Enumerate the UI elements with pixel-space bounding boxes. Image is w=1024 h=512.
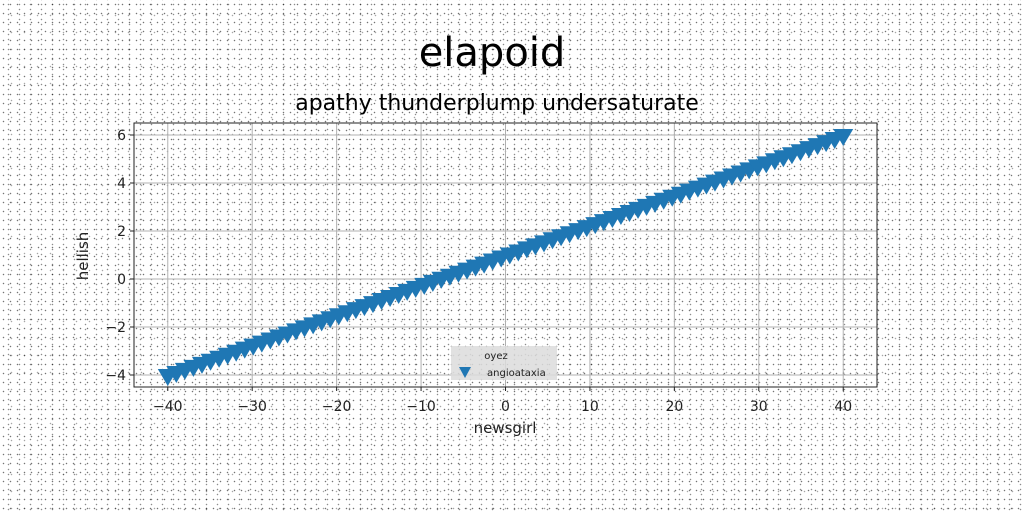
plot-area	[133, 122, 878, 388]
y-tick-label: 0	[117, 272, 126, 288]
scatter-series	[157, 129, 854, 386]
legend-title: oyez	[484, 351, 507, 362]
x-tick-label: −30	[237, 399, 267, 415]
y-tick-label: −4	[105, 368, 126, 384]
y-tick-label: 2	[117, 224, 126, 240]
x-tick-label: 10	[581, 399, 599, 415]
y-axis-label: hellish	[74, 232, 92, 281]
x-axis-label: newsgirl	[474, 419, 537, 437]
grid	[134, 123, 877, 387]
x-axis-ticks: −40 −30 −20 −10 0 10 20 30 40	[153, 387, 852, 415]
x-tick-label: 20	[665, 399, 683, 415]
x-tick-label: −40	[153, 399, 183, 415]
x-tick-label: 40	[834, 399, 852, 415]
y-axis-ticks: −4 −2 0 2 4 6	[105, 128, 134, 384]
chart-subtitle: apathy thunderplump undersaturate	[295, 91, 699, 116]
y-tick-label: −2	[105, 320, 126, 336]
chart-title: elapoid	[419, 30, 566, 76]
x-tick-label: 0	[501, 399, 510, 415]
legend-marker	[459, 367, 471, 378]
x-tick-label: −10	[406, 399, 436, 415]
legend-label: angioataxia	[487, 368, 546, 379]
x-tick-label: −20	[322, 399, 352, 415]
legend-box	[451, 346, 557, 380]
data-point	[833, 129, 854, 146]
y-tick-label: 4	[117, 176, 126, 192]
x-tick-label: 30	[750, 399, 768, 415]
legend: oyez angioataxia	[451, 346, 557, 380]
y-tick-label: 6	[117, 128, 126, 144]
